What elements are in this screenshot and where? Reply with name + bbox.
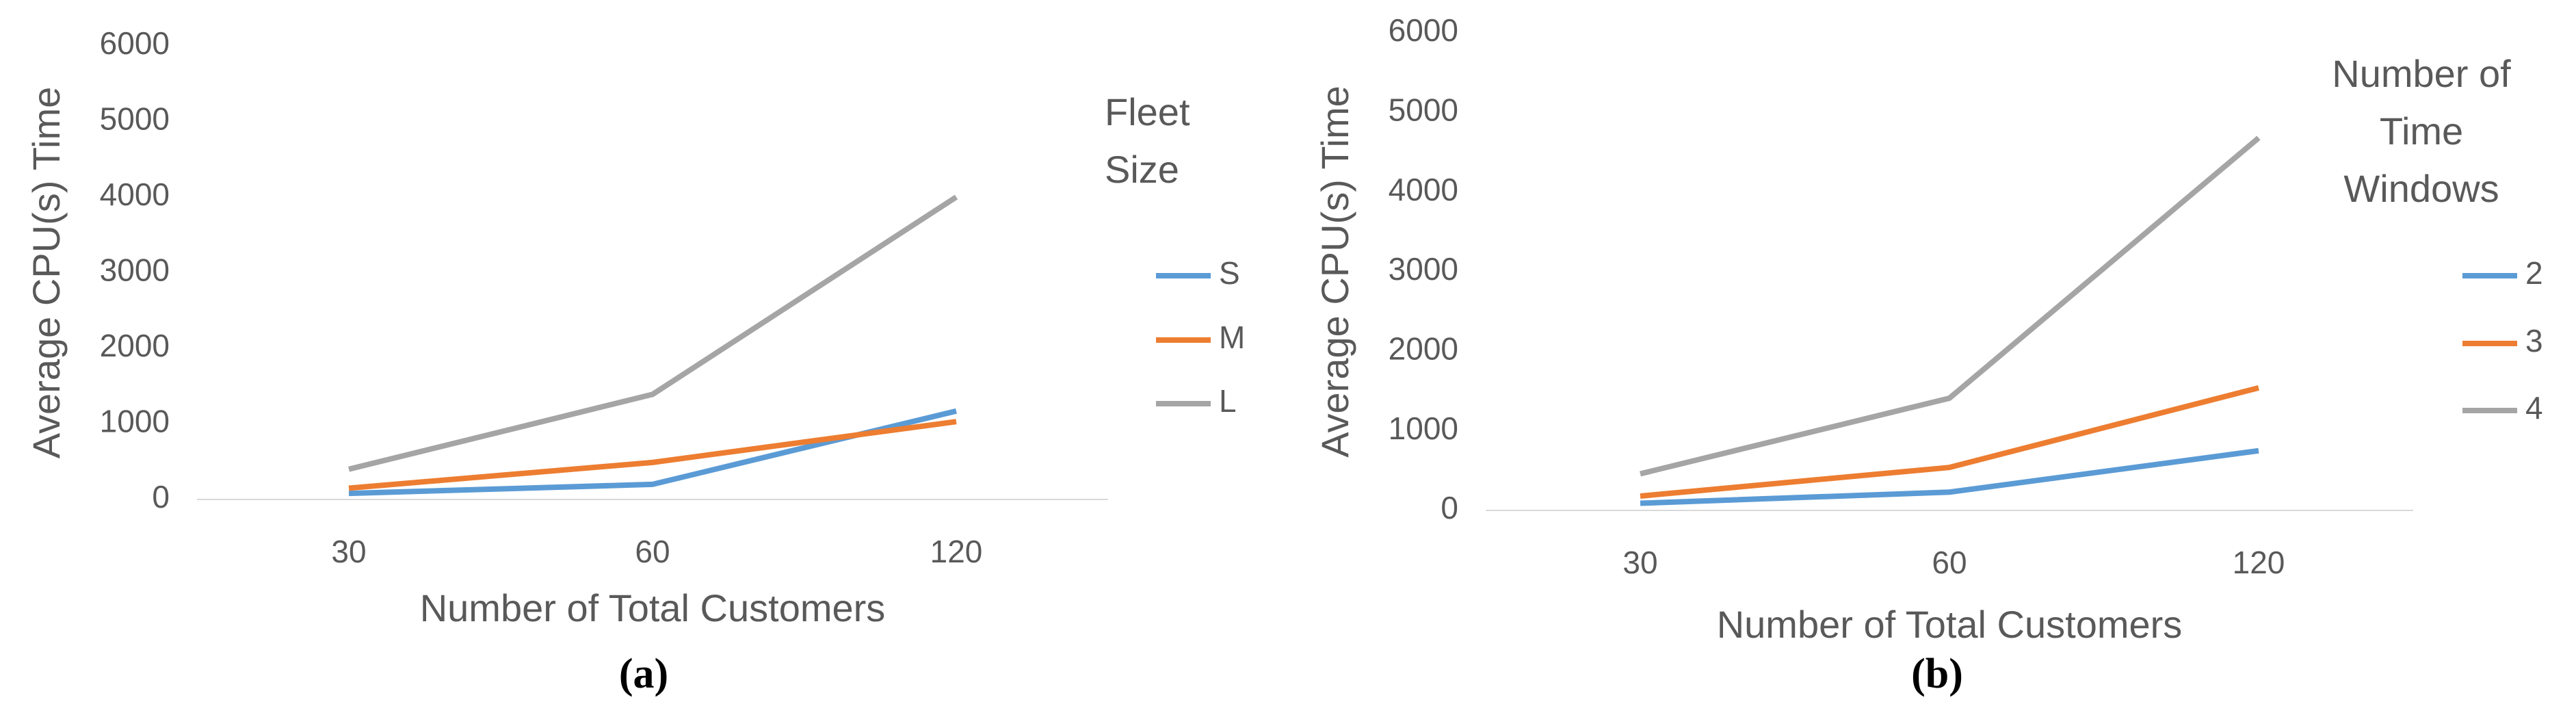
y-tick-label: 2000: [1389, 330, 1458, 366]
legend-label: 2: [2525, 255, 2543, 291]
series-line: [1640, 135, 2261, 477]
x-axis-title: Number of Total Customers: [420, 586, 886, 629]
y-tick-label: 4000: [1389, 172, 1458, 207]
legend-label: S: [1219, 255, 1240, 291]
y-tick-label: 6000: [100, 25, 170, 61]
series-line: [1640, 385, 2259, 499]
x-tick-label: 30: [331, 534, 366, 569]
y-tick-label: 5000: [1389, 92, 1458, 127]
y-axis-title: Average CPU(s) Time: [25, 87, 68, 459]
legend-label: 3: [2525, 323, 2543, 359]
x-tick-label: 60: [1932, 545, 1967, 580]
series-line: [348, 194, 958, 472]
y-tick-label: 3000: [100, 252, 170, 288]
caption: (b): [1911, 651, 1963, 697]
y-tick-label: 1000: [100, 404, 170, 439]
y-tick-label: 1000: [1389, 411, 1458, 446]
legend-label: L: [1219, 383, 1237, 419]
y-tick-label: 5000: [100, 101, 170, 137]
y-axis-title: Average CPU(s) Time: [1313, 86, 1356, 458]
x-tick-label: 30: [1622, 545, 1657, 580]
series-line: [348, 419, 957, 491]
y-tick-label: 3000: [1389, 251, 1458, 287]
y-tick-label: 0: [152, 479, 170, 515]
x-tick-label: 120: [930, 534, 983, 569]
y-tick-label: 2000: [100, 328, 170, 363]
series-line: [1640, 447, 2259, 506]
legend-title: Fleet Size: [1105, 90, 1190, 191]
y-tick-label: 6000: [1389, 12, 1458, 48]
y-tick-label: 4000: [100, 177, 170, 212]
legend-label: 4: [2525, 390, 2543, 426]
x-tick-label: 60: [635, 534, 670, 569]
caption: (a): [619, 651, 668, 697]
y-tick-label: 0: [1441, 490, 1458, 525]
x-tick-label: 120: [2233, 545, 2285, 580]
legend-label: M: [1219, 320, 1245, 355]
legend-title: Number of Time Windows: [2332, 52, 2511, 210]
x-axis-title: Number of Total Customers: [1717, 603, 2183, 646]
